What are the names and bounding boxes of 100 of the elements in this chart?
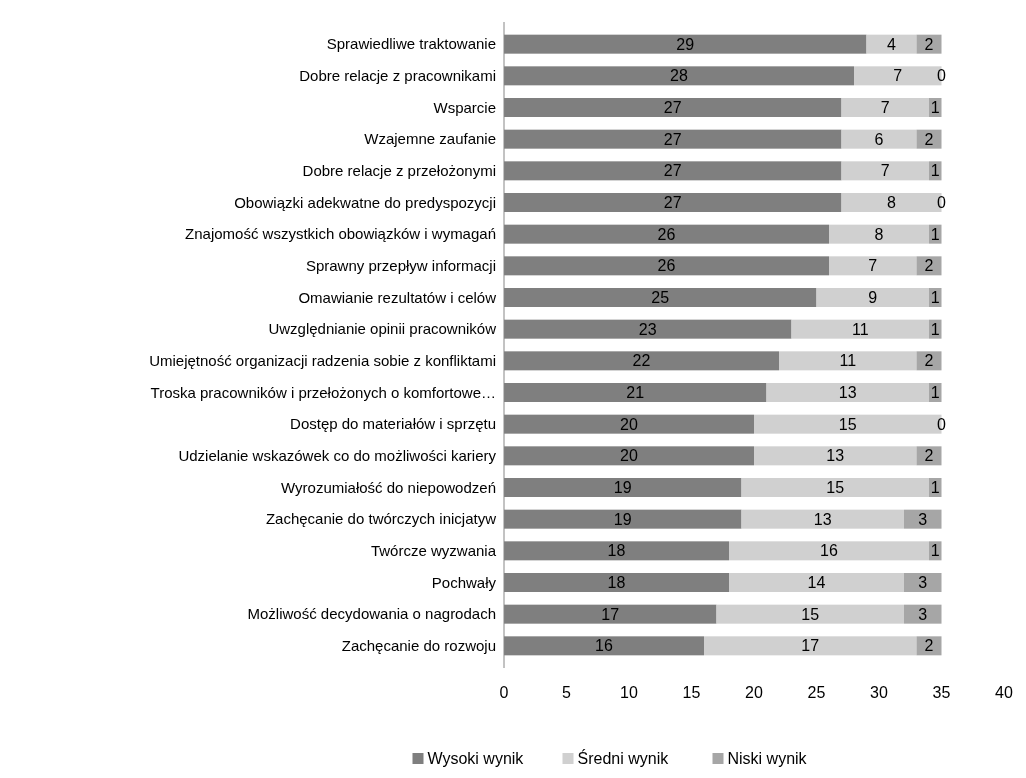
- data-label: 4: [887, 35, 897, 53]
- x-tick-label: 25: [807, 684, 826, 701]
- y-tick-label: Omawianie rezultatów i celów: [298, 288, 497, 306]
- data-label: 2: [924, 447, 934, 465]
- data-label: 1: [930, 542, 940, 560]
- data-label: 20: [620, 447, 638, 465]
- y-tick-label: Pochwały: [431, 573, 497, 591]
- bar: [791, 319, 929, 339]
- bar: [816, 288, 929, 307]
- data-label: 2: [924, 352, 934, 370]
- x-tick-label: 15: [682, 684, 701, 701]
- data-label: 15: [838, 415, 857, 433]
- bar: [741, 509, 904, 529]
- y-tick-label: Twórcze wyzwania: [370, 542, 497, 560]
- y-tick-label: Znajomość wszystkich obowiązków i wymagań: [185, 225, 496, 243]
- x-tick-label: 10: [620, 684, 638, 701]
- data-label: 7: [893, 67, 903, 85]
- data-label: 2: [924, 35, 934, 53]
- data-label: 15: [801, 605, 820, 623]
- x-tick-label: 40: [995, 684, 1013, 701]
- data-label: 16: [595, 637, 613, 655]
- bar: [904, 573, 942, 592]
- data-label: 7: [868, 257, 878, 275]
- data-label: 18: [607, 574, 626, 592]
- y-tick-label: Udzielanie wskazówek co do możliwości kariery: [178, 447, 497, 465]
- data-label: 6: [874, 130, 884, 148]
- data-label: 25: [651, 289, 670, 307]
- bar: [729, 541, 929, 561]
- data-label: 21: [626, 384, 645, 402]
- legend-label: Średni wynik: [577, 749, 670, 767]
- data-label: 0: [937, 415, 947, 433]
- data-label: 1: [930, 99, 940, 117]
- y-tick-label: Sprawny przepływ informacji: [305, 257, 496, 275]
- data-label: 0: [937, 67, 947, 85]
- data-label: 1: [930, 479, 940, 497]
- data-label: 7: [880, 162, 890, 180]
- data-label: 11: [851, 320, 869, 338]
- data-label: 27: [663, 99, 682, 117]
- data-label: 7: [880, 99, 890, 117]
- data-label: 27: [663, 162, 682, 180]
- data-label: 17: [601, 605, 620, 623]
- data-label: 23: [638, 320, 657, 338]
- bar: [754, 446, 917, 466]
- bar: [704, 636, 917, 656]
- y-tick-label: Wsparcie: [433, 98, 496, 116]
- y-tick-label: Sprawiedliwe traktowanie: [326, 35, 496, 53]
- y-tick-label: Wzajemne zaufanie: [364, 130, 496, 148]
- data-label: 2: [924, 130, 934, 148]
- data-label: 9: [868, 289, 878, 307]
- x-tick-label: 5: [562, 684, 572, 701]
- y-tick-label: Zachęcanie do rozwoju: [341, 637, 496, 655]
- y-tick-label: Dobre relacje z przełożonymi: [302, 162, 496, 180]
- bar: [866, 34, 917, 54]
- data-label: 22: [632, 352, 651, 370]
- y-tick-label: Obowiązki adekwatne do predyspozycji: [234, 193, 496, 211]
- bar: [741, 478, 929, 497]
- data-label: 19: [613, 479, 632, 497]
- y-tick-label: Dobre relacje z pracownikami: [299, 67, 496, 85]
- data-label: 26: [657, 257, 676, 275]
- data-label: 28: [670, 67, 688, 85]
- x-tick-label: 35: [932, 684, 951, 701]
- bar: [829, 256, 917, 276]
- data-label: 1: [930, 384, 940, 402]
- data-label: 11: [839, 352, 857, 370]
- data-label: 16: [820, 542, 838, 560]
- data-label: 29: [676, 35, 695, 53]
- bar: [904, 509, 942, 529]
- y-tick-label: Uwzględnianie opinii pracowników: [268, 320, 497, 338]
- x-tick-label: 20: [745, 684, 763, 701]
- data-label: 13: [826, 447, 845, 465]
- bar: [841, 161, 929, 181]
- data-label: 2: [924, 257, 934, 275]
- data-label: 18: [607, 542, 626, 560]
- data-label: 20: [620, 415, 638, 433]
- x-tick-label: 30: [870, 684, 888, 701]
- y-tick-label: Dostęp do materiałów i sprzętu: [290, 415, 496, 433]
- data-label: 19: [613, 510, 632, 528]
- data-label: 1: [930, 320, 940, 338]
- bar: [729, 573, 904, 592]
- bar: [779, 351, 917, 371]
- data-label: 8: [874, 225, 884, 243]
- data-label: 1: [930, 162, 940, 180]
- y-tick-label: Umiejętność organizacji radzenia sobie z konfliktami: [149, 352, 496, 370]
- data-label: 2: [924, 637, 934, 655]
- bar: [716, 604, 904, 624]
- legend-label: Niski wynik: [727, 750, 808, 767]
- x-tick-label: 0: [499, 684, 509, 701]
- bar: [841, 129, 917, 149]
- data-label: 0: [937, 194, 947, 212]
- bar: [904, 604, 942, 624]
- data-label: 3: [918, 574, 928, 592]
- y-tick-label: Możliwość decydowania o nagrodach: [247, 605, 496, 623]
- bar: [766, 383, 929, 402]
- data-label: 13: [838, 384, 857, 402]
- data-label: 15: [826, 479, 845, 497]
- data-label: 3: [918, 510, 928, 528]
- y-tick-label: Zachęcanie do twórczych inicjatyw: [265, 510, 497, 528]
- data-label: 1: [930, 225, 940, 243]
- bar: [841, 98, 929, 117]
- data-label: 27: [663, 194, 682, 212]
